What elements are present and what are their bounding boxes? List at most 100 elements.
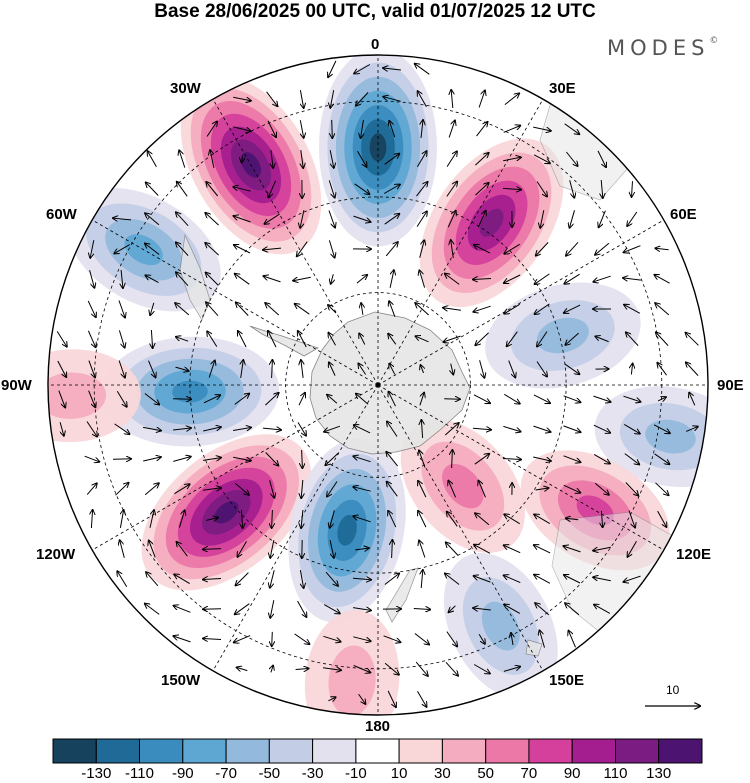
wind-arrow [540, 210, 545, 228]
wind-arrow [419, 270, 426, 288]
wind-arrow [654, 275, 670, 284]
wind-arrow [475, 153, 488, 166]
wind-arrow [144, 483, 159, 496]
lon-label-180: 180 [365, 718, 391, 735]
wind-arrow [566, 518, 579, 519]
meridian [92, 384, 379, 551]
colorbar-tick-label: -110 [125, 765, 154, 782]
wind-arrow [358, 693, 366, 704]
wind-arrow [207, 331, 218, 347]
wind-arrow [418, 91, 427, 108]
wind-arrow [177, 542, 188, 557]
wind-arrow [657, 510, 667, 527]
wind-arrow [511, 633, 513, 646]
wind-arrow [86, 483, 97, 495]
wind-arrow [203, 488, 221, 490]
wind-arrow [270, 570, 275, 587]
wind-arrow [564, 304, 581, 313]
wind-arrow [533, 425, 551, 432]
wind-arrow [657, 363, 668, 376]
wind-arrow [87, 300, 96, 317]
anomaly-center [400, 419, 525, 553]
wind-arrow [449, 605, 456, 612]
wind-arrow [504, 303, 520, 313]
colorbar [52, 738, 703, 764]
meridian [212, 384, 379, 671]
wind-arrow [414, 633, 429, 645]
wind-arrow [271, 666, 273, 673]
wind-arrow [475, 513, 490, 526]
wind-arrow [593, 395, 611, 402]
wind-arrow [353, 665, 371, 673]
wind-arrow [353, 456, 371, 463]
wind-arrow [175, 367, 189, 371]
wind-arrow [173, 457, 190, 462]
wind-arrow [416, 336, 429, 343]
brand-logo: MODES© [607, 36, 719, 60]
wind-arrow [203, 458, 221, 461]
wind-arrow [241, 360, 244, 378]
wind-arrow [566, 151, 577, 166]
wind-arrow [564, 363, 580, 374]
wind-arrow [354, 64, 371, 74]
wind-arrow [353, 487, 371, 492]
wind-arrow [474, 454, 489, 465]
wind-arrow [389, 301, 396, 317]
wind-arrow [325, 571, 338, 586]
wind-arrow [323, 604, 340, 614]
colorbar-swatch [182, 738, 227, 764]
colorbar-swatch [268, 738, 314, 764]
wind-arrow [387, 422, 398, 437]
wind-arrow [205, 243, 220, 256]
wind-arrow [203, 549, 222, 550]
colorbar-swatch [398, 738, 443, 764]
wind-arrow [143, 427, 161, 430]
anomaly-center [48, 349, 141, 443]
wind-arrow [569, 631, 576, 648]
lon-label-150e: 150E [549, 672, 585, 689]
wind-arrow [474, 245, 491, 254]
wind-arrow [564, 123, 580, 134]
wind-arrow [654, 453, 670, 464]
wind-arrow [533, 456, 551, 461]
wind-arrow [238, 331, 247, 348]
wind-arrow [389, 121, 396, 138]
wind-arrow [329, 150, 334, 168]
wind-arrow [234, 635, 251, 643]
colorbar-swatch [485, 738, 530, 764]
wind-arrow [89, 270, 95, 287]
wind-arrow [384, 154, 400, 165]
wind-arrow [563, 395, 581, 402]
wind-arrow [325, 452, 339, 465]
wind-arrow [445, 661, 458, 675]
wind-arrow [146, 275, 159, 284]
wind-arrow [508, 360, 516, 378]
wind-arrow [176, 212, 189, 227]
wind-arrow [479, 360, 485, 377]
wind-arrow [479, 481, 486, 498]
wind-arrow [233, 126, 250, 131]
lon-label-0: 0 [371, 36, 380, 53]
wind-arrow [242, 155, 243, 163]
wind-arrow [416, 182, 428, 197]
wind-arrow [389, 364, 396, 375]
wind-arrow [59, 422, 64, 435]
wind-arrow [234, 482, 249, 495]
wind-arrow [210, 150, 215, 168]
colorbar-swatch [139, 738, 184, 764]
wind-arrow [234, 245, 251, 254]
wind-arrow [392, 540, 393, 559]
wind-arrow [626, 332, 639, 346]
wind-arrow [384, 574, 399, 585]
wind-arrow [327, 481, 338, 497]
wind-arrow [625, 482, 638, 496]
wind-arrow [354, 183, 370, 194]
wind-arrow [657, 397, 666, 401]
wind-arrow [270, 600, 275, 618]
colorbar-swatch [52, 738, 97, 764]
wind-arrow [563, 425, 581, 432]
wind-arrow [206, 122, 217, 137]
wind-arrow [174, 574, 190, 585]
wind-arrow [624, 305, 641, 314]
colorbar-swatch [225, 738, 270, 764]
